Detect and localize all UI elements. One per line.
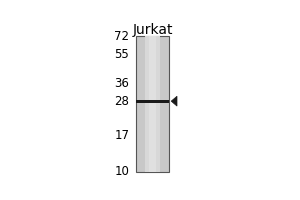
Bar: [149, 36, 156, 172]
Text: Jurkat: Jurkat: [132, 23, 173, 37]
Bar: [136, 100, 169, 103]
Polygon shape: [171, 96, 177, 106]
Text: 28: 28: [115, 95, 129, 108]
Text: 55: 55: [115, 48, 129, 61]
Bar: [136, 36, 169, 172]
Text: 72: 72: [114, 30, 129, 43]
Text: 36: 36: [115, 77, 129, 90]
Text: 10: 10: [115, 165, 129, 178]
Bar: [145, 36, 160, 172]
Text: 17: 17: [114, 129, 129, 142]
